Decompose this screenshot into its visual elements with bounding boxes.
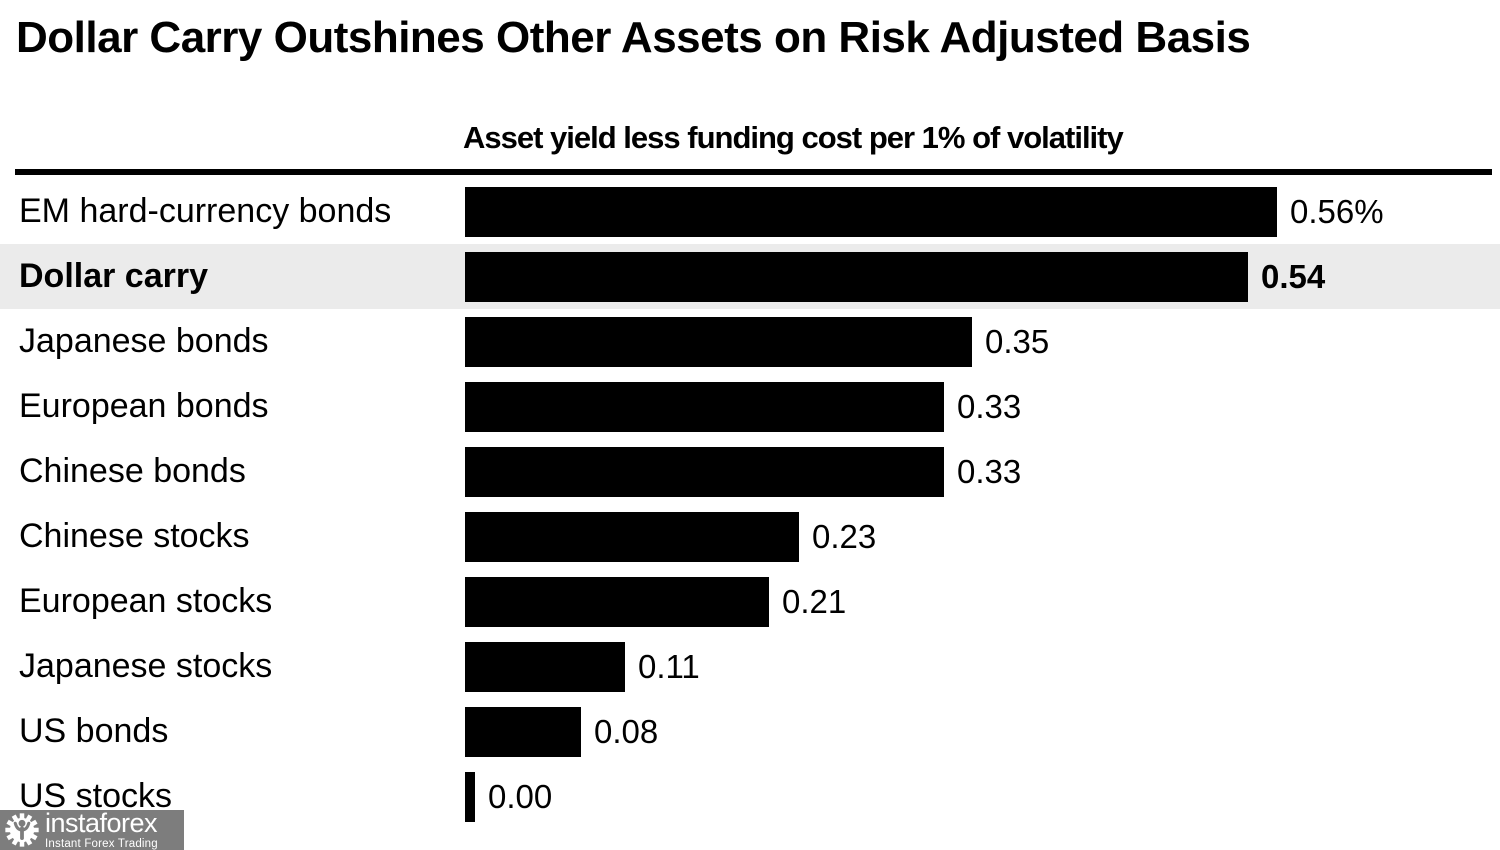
- chart-row: European bonds 0.33: [0, 374, 1500, 439]
- category-label: Chinese stocks: [19, 517, 250, 555]
- watermark-tagline: Instant Forex Trading: [45, 837, 158, 850]
- value-label: 0.23: [812, 517, 877, 555]
- value-label: 0.33: [957, 452, 1022, 490]
- chart-row: Japanese stocks 0.11: [0, 634, 1500, 699]
- chart-row: European stocks 0.21: [0, 569, 1500, 634]
- value-label: 0.21: [782, 582, 847, 620]
- bar: [465, 771, 475, 822]
- bar: [465, 381, 944, 432]
- bar: [465, 251, 1248, 302]
- value-label: 0.08: [594, 712, 659, 750]
- gear-person-icon: [5, 813, 39, 847]
- bar: [465, 511, 799, 562]
- bar: [465, 576, 769, 627]
- value-label: 0.56%: [1290, 192, 1384, 230]
- category-label: Chinese bonds: [19, 452, 246, 490]
- chart-row: EM hard-currency bonds 0.56%: [0, 179, 1500, 244]
- bar: [465, 446, 944, 497]
- bar: [465, 706, 581, 757]
- category-label: Japanese bonds: [19, 322, 269, 360]
- category-label: Japanese stocks: [19, 647, 273, 685]
- header-divider: [15, 169, 1492, 175]
- chart-rows: EM hard-currency bonds 0.56% Dollar carr…: [0, 179, 1500, 829]
- bar: [465, 186, 1277, 237]
- person-figure: [13, 819, 31, 840]
- category-label: Dollar carry: [19, 257, 208, 295]
- value-label: 0.33: [957, 387, 1022, 425]
- value-label: 0.35: [985, 322, 1050, 360]
- watermark-brand: instaforex: [45, 807, 158, 838]
- category-label: European bonds: [19, 387, 269, 425]
- category-label: US stocks: [19, 777, 173, 815]
- category-label: European stocks: [19, 582, 273, 620]
- instaforex-watermark: instaforex Instant Forex Trading: [0, 807, 184, 850]
- value-label: 0.11: [638, 647, 700, 685]
- value-label: 0.54: [1261, 257, 1326, 295]
- axis-title: Asset yield less funding cost per 1% of …: [463, 120, 1124, 155]
- chart-row: US stocks 0.00: [0, 764, 1500, 829]
- chart-row: Dollar carry 0.54: [0, 244, 1500, 309]
- chart-title: Dollar Carry Outshines Other Assets on R…: [16, 13, 1251, 62]
- chart-row: Japanese bonds 0.35: [0, 309, 1500, 374]
- category-label: EM hard-currency bonds: [19, 192, 392, 230]
- bar: [465, 316, 972, 367]
- gear-shape: [5, 813, 39, 847]
- chart-row: Chinese bonds 0.33: [0, 439, 1500, 504]
- value-label: 0.00: [488, 777, 553, 815]
- chart-row: Chinese stocks 0.23: [0, 504, 1500, 569]
- chart-row: US bonds 0.08: [0, 699, 1500, 764]
- bar: [465, 641, 625, 692]
- category-label: US bonds: [19, 712, 169, 750]
